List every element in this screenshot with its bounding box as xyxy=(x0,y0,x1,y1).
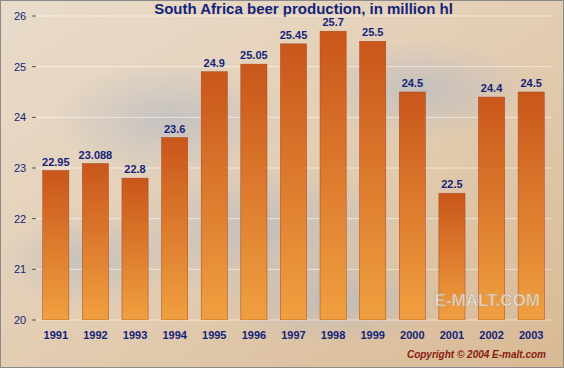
bar xyxy=(360,41,386,320)
y-tick-label: 26 xyxy=(14,10,26,22)
bars xyxy=(43,31,545,320)
bar xyxy=(82,164,108,320)
data-label: 24.5 xyxy=(402,77,423,89)
title: South Africa beer production, in million… xyxy=(154,0,453,17)
y-tick xyxy=(32,66,36,67)
data-label: 24.9 xyxy=(204,57,225,69)
y-tick xyxy=(32,269,36,270)
y-tick xyxy=(32,168,36,169)
data-label: 22.8 xyxy=(124,163,145,175)
x-tick-label: 1997 xyxy=(281,329,305,341)
data-label: 24.4 xyxy=(481,82,503,94)
bar xyxy=(280,44,306,320)
y-tick xyxy=(32,218,36,219)
y-tick xyxy=(32,16,36,17)
x-tick-label: 1995 xyxy=(202,329,226,341)
x-tick-label: 1994 xyxy=(162,329,187,341)
data-label: 25.7 xyxy=(322,16,343,28)
x-tick-label: 1998 xyxy=(321,329,345,341)
data-label: 23.088 xyxy=(79,149,113,161)
frame xyxy=(1,1,564,368)
bar xyxy=(201,72,227,320)
chart: South Africa beer production, in million… xyxy=(0,0,564,368)
x-tick-label: 1999 xyxy=(360,329,384,341)
x-tick-label: 1991 xyxy=(44,329,68,341)
bar xyxy=(518,92,544,320)
y-tick xyxy=(32,117,36,118)
y-tick xyxy=(32,320,36,321)
y-tick-label: 23 xyxy=(14,162,26,174)
x-tick-label: 1992 xyxy=(83,329,107,341)
data-label: 22.5 xyxy=(441,178,462,190)
bar xyxy=(162,138,188,320)
x-tick-label: 2001 xyxy=(440,329,464,341)
x-tick-label: 1996 xyxy=(242,329,266,341)
data-label: 25.5 xyxy=(362,26,383,38)
y-tick-label: 25 xyxy=(14,61,26,73)
data-label: 25.05 xyxy=(240,49,268,61)
data-label: 22.95 xyxy=(42,156,70,168)
chart-root: South Africa beer production, in million… xyxy=(0,0,564,368)
x-tick-label: 2000 xyxy=(400,329,424,341)
y-tick-label: 21 xyxy=(14,263,26,275)
data-label: 24.5 xyxy=(520,77,541,89)
y-tick-label: 22 xyxy=(14,213,26,225)
bar xyxy=(399,92,425,320)
copyright: Copyright © 2004 E-malt.com xyxy=(407,349,546,360)
bar xyxy=(241,64,267,320)
bar xyxy=(320,31,346,320)
background xyxy=(0,0,564,368)
bar xyxy=(479,97,505,320)
x-tick-label: 2003 xyxy=(519,329,543,341)
data-label: 23.6 xyxy=(164,123,185,135)
y-tick-label: 24 xyxy=(14,111,26,123)
grid-line xyxy=(36,16,551,17)
bar xyxy=(122,178,148,320)
x-tick-label: 1993 xyxy=(123,329,147,341)
y-tick-label: 20 xyxy=(14,314,26,326)
x-tick-label: 2002 xyxy=(479,329,503,341)
data-label: 25.45 xyxy=(280,29,308,41)
watermark: E-MALT.COM xyxy=(435,291,540,310)
bar xyxy=(43,171,69,320)
